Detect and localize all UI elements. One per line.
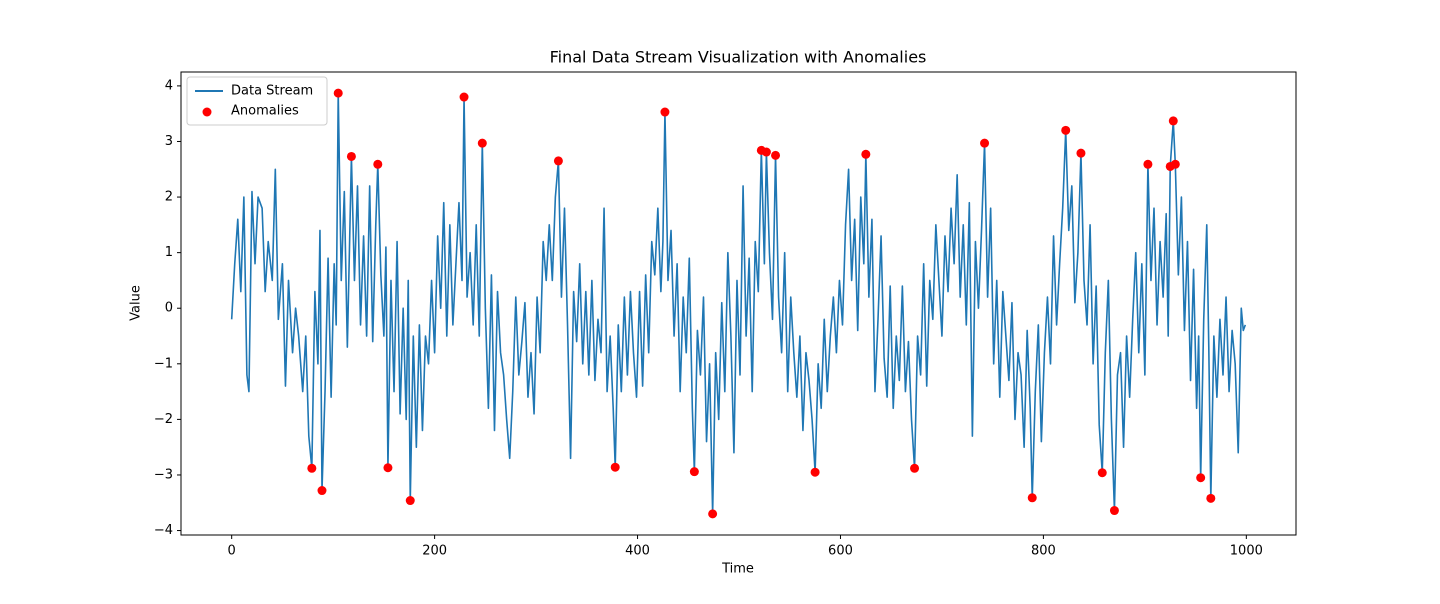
anomaly-point <box>610 462 620 472</box>
anomaly-point <box>1109 506 1119 516</box>
legend-label: Data Stream <box>231 84 313 99</box>
anomaly-point <box>1061 125 1071 135</box>
anomaly-point <box>1170 159 1180 169</box>
data-line <box>230 92 1247 515</box>
x-tick-label: 400 <box>625 544 650 559</box>
anomaly-point <box>405 496 415 506</box>
anomaly-point <box>910 463 920 473</box>
x-tick-label: 1000 <box>1230 544 1263 559</box>
y-tick-label: 0 <box>165 301 173 316</box>
anomaly-point <box>771 150 781 160</box>
anomaly-point <box>861 149 871 159</box>
anomaly-point <box>1076 148 1086 158</box>
legend-swatch <box>202 107 212 117</box>
chart-title: Final Data Stream Visualization with Ano… <box>550 48 927 67</box>
anomaly-point <box>333 88 343 98</box>
x-tick-label: 800 <box>1031 544 1056 559</box>
anomaly-point <box>1143 159 1153 169</box>
y-tick-label: 2 <box>165 190 173 205</box>
anomaly-point <box>660 107 670 117</box>
y-tick-label: 4 <box>165 78 173 93</box>
anomaly-point <box>689 467 699 477</box>
y-tick-label: 3 <box>165 134 173 149</box>
x-tick-label: 600 <box>828 544 853 559</box>
y-tick-label: −3 <box>154 467 173 482</box>
anomaly-point <box>810 467 820 477</box>
anomaly-point <box>307 463 317 473</box>
y-tick-label: 1 <box>165 245 173 260</box>
x-tick-label: 0 <box>228 544 236 559</box>
anomaly-point <box>1027 493 1037 503</box>
legend-label: Anomalies <box>231 104 299 119</box>
anomaly-point <box>708 509 718 519</box>
y-tick-label: −1 <box>154 356 173 371</box>
anomaly-point <box>553 156 563 166</box>
plot-frame <box>180 71 1297 536</box>
x-tick-label: 200 <box>422 544 447 559</box>
y-tick-label: −4 <box>154 523 173 538</box>
anomaly-point <box>373 159 383 169</box>
anomaly-point <box>1097 468 1107 478</box>
anomaly-point <box>1168 116 1178 126</box>
anomaly-point <box>383 463 393 473</box>
anomaly-point <box>980 138 990 148</box>
x-axis-label: Time <box>721 562 754 577</box>
anomaly-point <box>317 486 327 496</box>
anomaly-point <box>1196 473 1206 483</box>
y-tick-label: −2 <box>154 412 173 427</box>
anomaly-point <box>459 92 469 102</box>
anomaly-point <box>761 147 771 157</box>
anomaly-point <box>1206 493 1216 503</box>
y-axis-label: Value <box>129 285 144 321</box>
anomaly-point <box>346 151 356 161</box>
legend-box <box>186 76 328 126</box>
anomaly-point <box>477 138 487 148</box>
